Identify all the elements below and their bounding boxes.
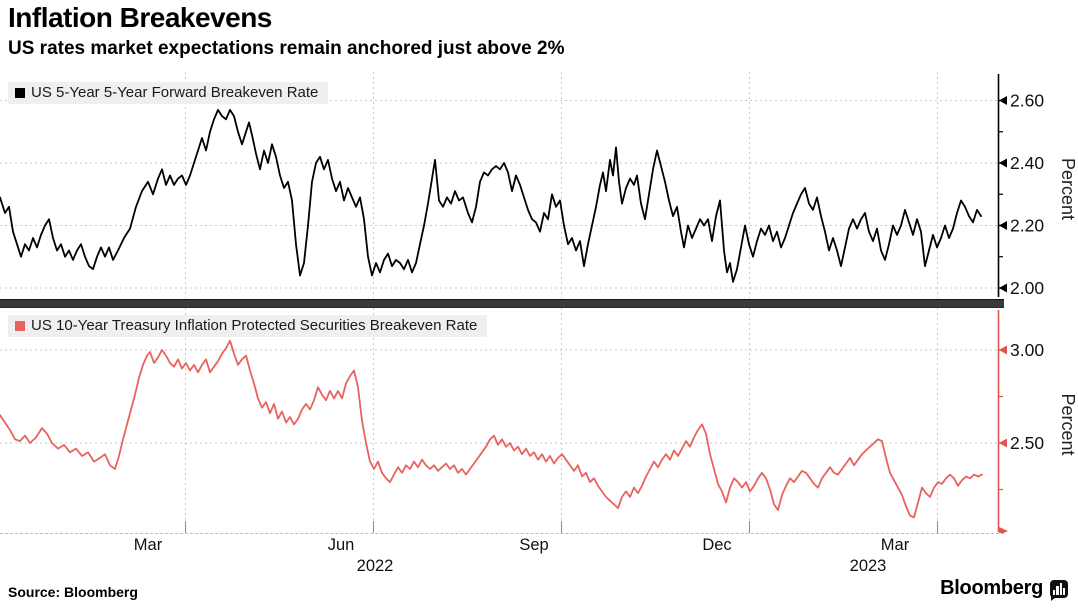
y-axis-title-percent: Percent xyxy=(1058,393,1078,455)
y-tick-label: 2.50 xyxy=(1010,433,1044,453)
x-tick-label-month: Sep xyxy=(519,536,549,554)
x-tick xyxy=(185,521,186,533)
y-tick-label: 2.60 xyxy=(1010,91,1044,111)
legend-swatch-black xyxy=(15,87,25,98)
panel-top-5y5y-chart: 2.60 2.40 2.20 2.00 Percent US 5-Year 5-Year… xyxy=(0,72,1078,298)
x-tick-label-month: Dec xyxy=(702,536,732,554)
legend-bottom: US 10-Year Treasury Inflation Protected … xyxy=(8,315,488,337)
legend-label-top: US 5-Year 5-Year Forward Breakeven Rate xyxy=(31,84,319,101)
x-axis: Mar Jun Sep Dec Mar 2022 2023 xyxy=(0,518,1078,580)
page-subtitle: US rates market expectations remain anch… xyxy=(8,38,565,59)
y-tick-label: 2.40 xyxy=(1010,153,1044,173)
x-tick-label-month: Mar xyxy=(133,536,163,554)
x-axis-baseline xyxy=(0,533,1004,534)
y-tick-arrow xyxy=(999,96,1007,105)
x-tick-label-month: Mar xyxy=(880,536,910,554)
y-axis-title-percent: Percent xyxy=(1058,158,1078,220)
y-tick-arrow xyxy=(999,345,1007,355)
chart-header: Inflation Breakevens US rates market exp… xyxy=(8,0,565,62)
line-series-bottom xyxy=(0,339,983,519)
legend-top: US 5-Year 5-Year Forward Breakeven Rate xyxy=(8,82,329,104)
axis-end-arrow xyxy=(999,527,1008,533)
x-tick xyxy=(561,521,562,533)
x-tick xyxy=(749,521,750,533)
legend-label-bottom: US 10-Year Treasury Inflation Protected … xyxy=(31,317,478,334)
y-tick-arrow xyxy=(999,221,1007,230)
y-tick-label: 3.00 xyxy=(1010,340,1044,360)
source-note: Source: Bloomberg xyxy=(8,584,138,600)
bloomberg-wordmark: Bloomberg xyxy=(940,577,1043,599)
y-tick-label: 2.20 xyxy=(1010,216,1044,236)
legend-swatch-red xyxy=(15,320,25,331)
bloomberg-logo: Bloomberg xyxy=(940,577,1068,601)
line-series-top xyxy=(0,109,982,283)
bar-chart-icon xyxy=(1050,579,1068,601)
x-tick-label-year: 2022 xyxy=(356,557,394,575)
x-tick-label-year: 2023 xyxy=(849,557,887,575)
bottom-chart-svg: 3.00 2.50 Percent xyxy=(0,308,1078,533)
x-tick xyxy=(937,521,938,533)
x-tick-label-month: Jun xyxy=(327,536,355,554)
panel-divider xyxy=(0,299,1004,308)
y-tick-arrow xyxy=(999,283,1007,293)
y-tick-label: 2.00 xyxy=(1010,278,1044,298)
top-chart-svg: 2.60 2.40 2.20 2.00 Percent xyxy=(0,72,1078,298)
x-tick xyxy=(373,521,374,533)
page-title: Inflation Breakevens xyxy=(8,2,272,33)
panel-bottom-10y-tips-chart: 3.00 2.50 Percent US 10-Year Treasury Infl… xyxy=(0,308,1078,533)
y-tick-arrow xyxy=(999,158,1007,168)
y-tick-arrow xyxy=(999,438,1007,448)
